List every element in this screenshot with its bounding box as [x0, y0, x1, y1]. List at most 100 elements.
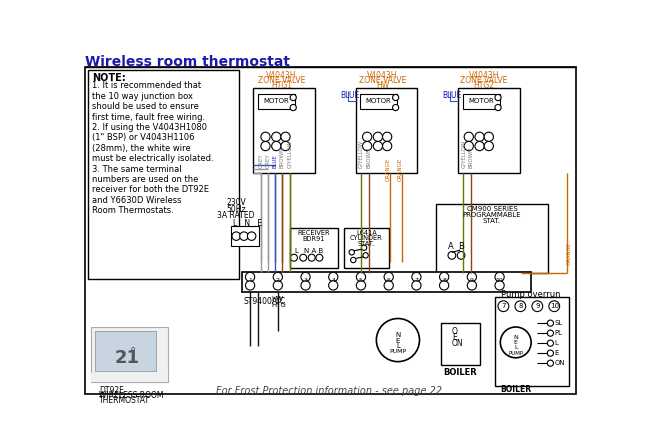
- Circle shape: [232, 232, 241, 240]
- Text: N: N: [395, 333, 401, 338]
- Circle shape: [548, 330, 553, 336]
- Circle shape: [362, 141, 372, 151]
- Circle shape: [495, 105, 501, 110]
- Circle shape: [393, 105, 399, 110]
- Text: 230V: 230V: [226, 198, 246, 207]
- Circle shape: [373, 141, 382, 151]
- Text: V4043H: V4043H: [469, 71, 499, 80]
- Text: BROWN: BROWN: [366, 146, 371, 168]
- Circle shape: [329, 281, 338, 290]
- Text: L   N   E: L N E: [233, 219, 262, 228]
- Circle shape: [308, 254, 315, 261]
- Circle shape: [464, 141, 473, 151]
- Circle shape: [439, 281, 449, 290]
- Circle shape: [349, 249, 355, 255]
- Text: E: E: [514, 340, 518, 345]
- Bar: [355, 89, 417, 173]
- Text: ON: ON: [452, 339, 464, 348]
- Text: PL: PL: [554, 330, 562, 336]
- Circle shape: [501, 327, 531, 358]
- Circle shape: [412, 281, 421, 290]
- Bar: [441, 323, 479, 366]
- Circle shape: [248, 232, 256, 240]
- Text: N: N: [513, 335, 518, 340]
- Text: NOTE:: NOTE:: [92, 73, 126, 83]
- Circle shape: [362, 132, 372, 141]
- Bar: [290, 228, 338, 268]
- Text: 3A RATED: 3A RATED: [217, 211, 255, 220]
- Circle shape: [549, 301, 560, 312]
- Text: MOTOR: MOTOR: [468, 98, 494, 105]
- Bar: [95, 331, 156, 371]
- Circle shape: [495, 272, 504, 282]
- Text: For Frost Protection information - see page 22: For Frost Protection information - see p…: [215, 386, 442, 396]
- Circle shape: [495, 94, 501, 101]
- Text: HTG: HTG: [272, 302, 286, 308]
- Circle shape: [316, 254, 323, 261]
- Text: G/YELLOW: G/YELLOW: [359, 139, 364, 168]
- Circle shape: [475, 132, 484, 141]
- Text: A  B: A B: [448, 242, 465, 251]
- Circle shape: [290, 105, 296, 110]
- Text: GREY: GREY: [259, 153, 263, 168]
- Circle shape: [484, 132, 493, 141]
- Text: BOILER: BOILER: [443, 368, 477, 377]
- Circle shape: [448, 252, 455, 259]
- Circle shape: [290, 254, 297, 261]
- Circle shape: [515, 301, 526, 312]
- Text: 10: 10: [550, 303, 559, 309]
- Text: PUMP: PUMP: [508, 351, 523, 356]
- Circle shape: [548, 350, 553, 356]
- Text: O: O: [452, 327, 458, 336]
- Circle shape: [464, 132, 473, 141]
- Circle shape: [412, 272, 421, 282]
- Text: 10: 10: [496, 278, 504, 283]
- Text: STAT.: STAT.: [358, 241, 375, 247]
- Text: E: E: [396, 338, 400, 344]
- Circle shape: [548, 320, 553, 326]
- Bar: [495, 297, 569, 385]
- Text: 8: 8: [518, 303, 522, 309]
- Circle shape: [457, 252, 465, 259]
- Text: N A B: N A B: [304, 248, 324, 254]
- Circle shape: [301, 272, 310, 282]
- Circle shape: [373, 132, 382, 141]
- Circle shape: [377, 319, 419, 362]
- Circle shape: [273, 272, 283, 282]
- Circle shape: [329, 272, 338, 282]
- Text: BDR91: BDR91: [303, 236, 325, 242]
- Text: V4043H: V4043H: [266, 71, 297, 80]
- Text: °: °: [130, 346, 136, 359]
- Text: HW: HW: [376, 81, 389, 90]
- Text: 7: 7: [501, 303, 506, 309]
- Text: MOTOR: MOTOR: [263, 98, 289, 105]
- Bar: [344, 228, 389, 268]
- Bar: [91, 373, 168, 383]
- Text: ZONE VALVE: ZONE VALVE: [461, 76, 508, 85]
- Text: BROWN: BROWN: [468, 146, 473, 168]
- Circle shape: [273, 281, 283, 290]
- Text: L: L: [396, 343, 400, 349]
- Text: G/YELLOW: G/YELLOW: [461, 139, 466, 168]
- Circle shape: [246, 281, 255, 290]
- Text: 1: 1: [248, 278, 252, 283]
- Bar: [91, 327, 168, 383]
- Text: 9: 9: [535, 303, 540, 309]
- Text: E: E: [554, 350, 559, 356]
- Bar: [88, 70, 239, 279]
- Text: BOILER: BOILER: [500, 385, 531, 394]
- Text: V4043H: V4043H: [367, 71, 398, 80]
- Circle shape: [363, 253, 368, 258]
- Bar: [231, 226, 259, 246]
- Bar: [360, 94, 397, 109]
- Text: G/YELLOW: G/YELLOW: [288, 139, 293, 168]
- Text: CYLINDER: CYLINDER: [350, 236, 382, 241]
- Circle shape: [382, 132, 392, 141]
- Circle shape: [356, 272, 366, 282]
- Circle shape: [261, 141, 270, 151]
- Text: CM900 SERIES: CM900 SERIES: [466, 206, 517, 212]
- Text: L: L: [514, 346, 517, 350]
- Circle shape: [281, 141, 290, 151]
- Text: ST9400A/C: ST9400A/C: [244, 296, 286, 305]
- Text: ZONE VALVE: ZONE VALVE: [359, 76, 406, 85]
